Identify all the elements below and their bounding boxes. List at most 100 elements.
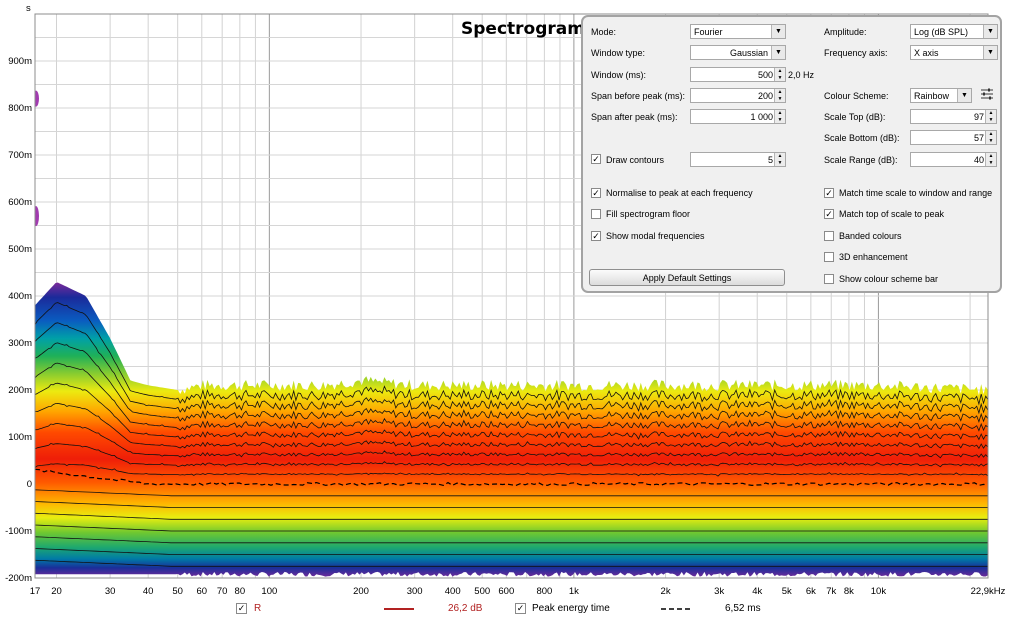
- window-type-dropdown[interactable]: Gaussian ▼: [690, 45, 786, 60]
- modal-frequencies-label: Show modal frequencies: [606, 231, 705, 241]
- legend-r-value: 26,2 dB: [448, 603, 483, 614]
- modal-blip: [35, 90, 39, 107]
- mode-label: Mode:: [591, 27, 617, 37]
- contour-line: [35, 322, 988, 415]
- spinner-arrows-icon[interactable]: ▲ ▼: [985, 131, 996, 144]
- spinner-arrows-icon[interactable]: ▲ ▼: [985, 110, 996, 123]
- x-tick-label: 8k: [844, 586, 854, 597]
- legend-r-label: R: [254, 603, 262, 614]
- contour-line: [35, 489, 988, 497]
- spectrogram-settings-panel: Mode: Fourier ▼ Window type: Gaussian ▼ …: [581, 15, 1002, 293]
- contour-line: [35, 524, 988, 532]
- x-tick-label: 400: [445, 586, 461, 597]
- peak-energy-time-line: [35, 468, 988, 487]
- y-tick-label: 700m: [8, 150, 32, 161]
- apply-default-settings-button[interactable]: Apply Default Settings: [589, 269, 785, 286]
- chevron-down-icon: ▼: [771, 46, 785, 59]
- draw-contours-checkbox[interactable]: ✓: [591, 154, 601, 164]
- fill-floor-checkbox[interactable]: [591, 209, 601, 219]
- y-tick-label: 900m: [8, 56, 32, 67]
- colour-settings-icon[interactable]: [980, 87, 994, 101]
- spinner-arrows-icon[interactable]: ▲ ▼: [774, 89, 785, 102]
- scale-top-value: 97: [973, 112, 984, 122]
- window-type-label: Window type:: [591, 48, 646, 58]
- colour-scheme-dropdown[interactable]: Rainbow ▼: [910, 88, 972, 103]
- contour-line: [35, 559, 988, 567]
- normalise-checkbox[interactable]: ✓: [591, 188, 601, 198]
- x-tick-label: 80: [235, 586, 246, 597]
- amplitude-value: Log (dB SPL): [914, 27, 969, 37]
- y-tick-label: 100m: [8, 432, 32, 443]
- span-before-spinner[interactable]: 200 ▲ ▼: [690, 88, 786, 103]
- contour-line: [35, 512, 988, 520]
- colour-bar-checkbox[interactable]: [824, 274, 834, 284]
- span-before-label: Span before peak (ms):: [591, 91, 686, 101]
- scale-top-spinner[interactable]: 97 ▲ ▼: [910, 109, 997, 124]
- legend-r-checkbox[interactable]: ✓: [236, 603, 247, 614]
- 3d-enhancement-checkbox[interactable]: [824, 252, 834, 262]
- window-ms-label: Window (ms):: [591, 70, 647, 80]
- frequency-axis-dropdown[interactable]: X axis ▼: [910, 45, 998, 60]
- spinner-arrows-icon[interactable]: ▲ ▼: [774, 110, 785, 123]
- chevron-down-icon: ▼: [957, 89, 971, 102]
- contours-spinner[interactable]: 5 ▲ ▼: [690, 152, 786, 167]
- legend-peak-checkbox[interactable]: ✓: [515, 603, 526, 614]
- contour-line: [35, 302, 988, 406]
- contour-line: [35, 501, 988, 508]
- contour-line: [35, 402, 988, 450]
- contour-line: [35, 548, 988, 555]
- 3d-enhancement-label: 3D enhancement: [839, 252, 908, 262]
- contour-line: [35, 382, 988, 441]
- y-tick-label: 300m: [8, 338, 32, 349]
- match-time-checkbox[interactable]: ✓: [824, 188, 834, 198]
- scale-range-label: Scale Range (dB):: [824, 155, 898, 165]
- x-tick-label: 60: [197, 586, 208, 597]
- banded-colours-label: Banded colours: [839, 231, 902, 241]
- mode-dropdown[interactable]: Fourier ▼: [690, 24, 786, 39]
- modal-frequencies-checkbox[interactable]: ✓: [591, 231, 601, 241]
- x-tick-label: 2k: [661, 586, 671, 597]
- chevron-down-icon: ▼: [983, 46, 997, 59]
- y-axis-ticks: 900m 800m 700m 600m 500m 400m 300m 200m 100m 0 -10…: [5, 56, 32, 584]
- x-tick-label: 3k: [714, 586, 724, 597]
- scale-bottom-spinner[interactable]: 57 ▲ ▼: [910, 130, 997, 145]
- scale-bottom-label: Scale Bottom (dB):: [824, 133, 900, 143]
- match-top-checkbox[interactable]: ✓: [824, 209, 834, 219]
- contour-line: [35, 536, 988, 544]
- contour-line: [35, 463, 988, 477]
- scale-range-value: 40: [973, 155, 984, 165]
- spinner-arrows-icon[interactable]: ▲ ▼: [774, 68, 785, 81]
- y-tick-label: 600m: [8, 197, 32, 208]
- scale-top-label: Scale Top (dB):: [824, 112, 886, 122]
- amplitude-dropdown[interactable]: Log (dB SPL) ▼: [910, 24, 998, 39]
- contour-line: [35, 362, 988, 432]
- modal-blip: [35, 206, 39, 227]
- x-tick-label: 50: [172, 586, 183, 597]
- scale-bottom-value: 57: [973, 133, 984, 143]
- y-tick-label: -200m: [5, 573, 32, 584]
- x-tick-label: 4k: [752, 586, 762, 597]
- scale-range-spinner[interactable]: 40 ▲ ▼: [910, 152, 997, 167]
- y-axis-label: s: [26, 3, 31, 14]
- spinner-arrows-icon[interactable]: ▲ ▼: [985, 153, 996, 166]
- spectrogram-fill: [35, 282, 988, 577]
- legend-peak-value: 6,52 ms: [725, 603, 761, 614]
- x-tick-label: 6k: [806, 586, 816, 597]
- colour-scheme-value: Rainbow: [914, 91, 950, 101]
- x-tick-label: 500: [474, 586, 490, 597]
- x-tick-label: 22,9kHz: [971, 586, 1006, 597]
- window-ms-spinner[interactable]: 500 ▲ ▼: [690, 67, 786, 82]
- draw-contours-label: Draw contours: [606, 155, 665, 165]
- legend-peak-swatch: [661, 608, 691, 610]
- x-tick-label: 600: [498, 586, 514, 597]
- spinner-arrows-icon[interactable]: ▲ ▼: [774, 153, 785, 166]
- legend-peak-label: Peak energy time: [532, 603, 610, 614]
- match-top-label: Match top of scale to peak: [839, 209, 945, 219]
- span-after-spinner[interactable]: 1 000 ▲ ▼: [690, 109, 786, 124]
- x-tick-label: 70: [217, 586, 228, 597]
- mode-value: Fourier: [694, 27, 723, 37]
- banded-colours-checkbox[interactable]: [824, 231, 834, 241]
- span-after-label: Span after peak (ms):: [591, 112, 678, 122]
- x-tick-label: 1k: [569, 586, 579, 597]
- chevron-down-icon: ▼: [771, 25, 785, 38]
